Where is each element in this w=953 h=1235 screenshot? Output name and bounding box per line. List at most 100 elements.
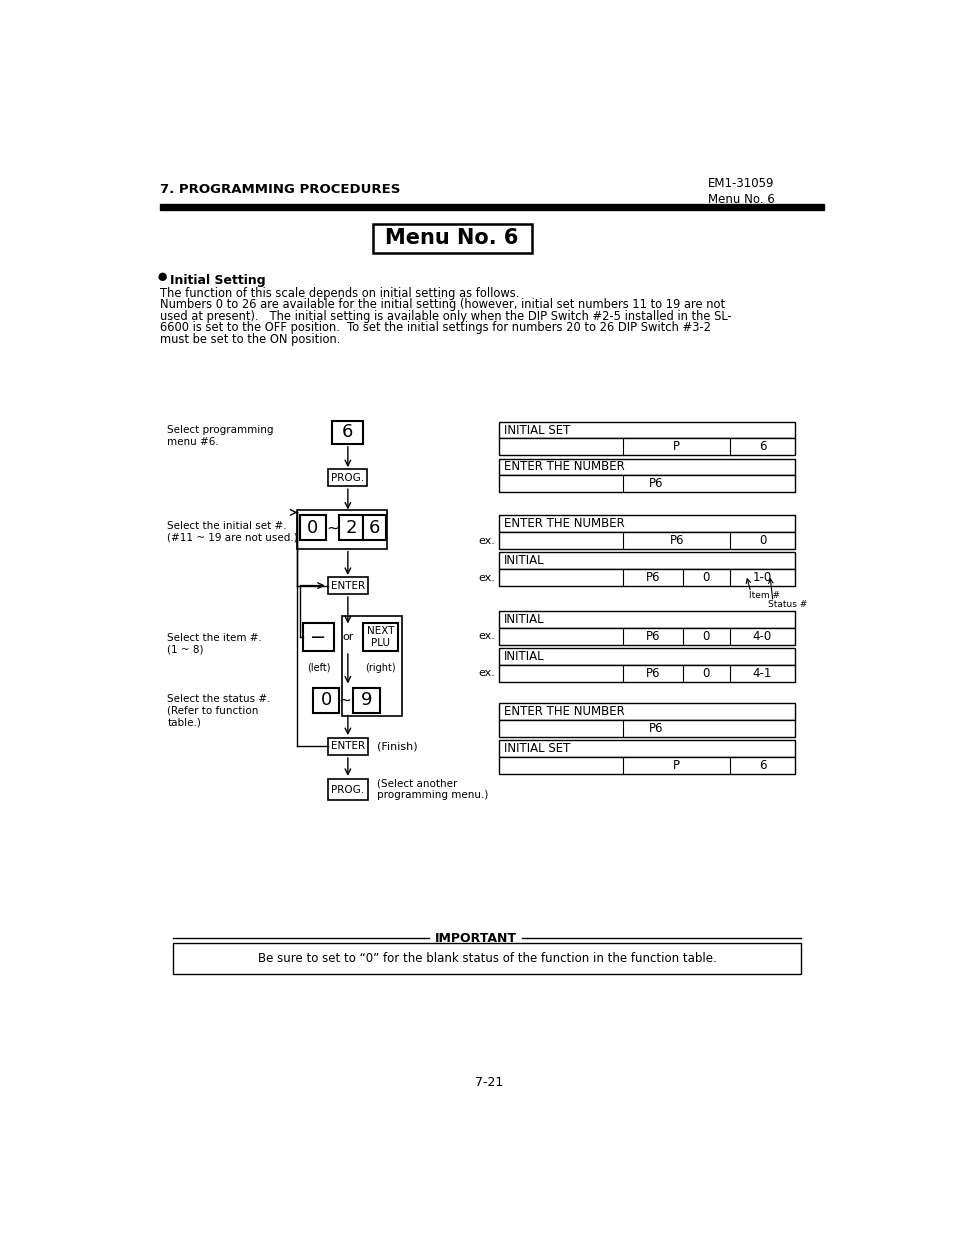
Bar <box>173 942 801 973</box>
Text: 7-21: 7-21 <box>475 1076 502 1089</box>
Bar <box>498 515 794 532</box>
Text: 0: 0 <box>307 519 318 537</box>
Text: used at present).   The initial setting is available only when the DIP Switch #2: used at present). The initial setting is… <box>159 310 730 322</box>
Text: −: − <box>310 627 326 647</box>
Text: Select programming
menu #6.: Select programming menu #6. <box>167 425 274 447</box>
Text: Be sure to set to “0” for the blank status of the function in the function table: Be sure to set to “0” for the blank stat… <box>257 952 716 965</box>
Text: 4-0: 4-0 <box>752 630 771 643</box>
Text: (Select another
programming menu.): (Select another programming menu.) <box>377 779 488 800</box>
Text: 6: 6 <box>758 441 765 453</box>
Text: Status #: Status # <box>767 600 807 609</box>
Text: Initial Setting: Initial Setting <box>171 274 266 287</box>
Bar <box>339 515 362 540</box>
Text: ~: ~ <box>338 693 351 708</box>
Bar <box>498 611 794 627</box>
Text: P6: P6 <box>648 478 662 490</box>
Bar <box>498 648 794 664</box>
Text: ex.: ex. <box>478 668 496 678</box>
Text: Item #: Item # <box>748 592 780 600</box>
Bar <box>498 438 794 456</box>
Text: PROG.: PROG. <box>331 473 364 483</box>
Text: IMPORTANT: IMPORTANT <box>435 931 517 945</box>
Text: P6: P6 <box>645 572 659 584</box>
Text: 6600 is set to the OFF position.  To set the initial settings for numbers 20 to : 6600 is set to the OFF position. To set … <box>159 321 710 335</box>
Text: 7. PROGRAMMING PROCEDURES: 7. PROGRAMMING PROCEDURES <box>159 183 399 196</box>
Text: P6: P6 <box>648 722 662 735</box>
Text: 0: 0 <box>701 667 709 679</box>
Text: ENTER: ENTER <box>331 580 365 590</box>
Bar <box>159 205 823 210</box>
Text: NEXT
PLU: NEXT PLU <box>366 626 394 648</box>
Text: (Finish): (Finish) <box>377 741 417 751</box>
Bar <box>498 704 794 720</box>
Text: Select the item #.
(1 ~ 8): Select the item #. (1 ~ 8) <box>167 634 262 655</box>
Text: 2: 2 <box>345 519 356 537</box>
Bar <box>373 224 531 253</box>
Text: Menu No. 6: Menu No. 6 <box>707 193 774 206</box>
Bar <box>498 569 794 587</box>
Text: The function of this scale depends on initial setting as follows.: The function of this scale depends on in… <box>159 287 518 300</box>
Bar <box>498 720 794 737</box>
Text: (left): (left) <box>306 662 330 673</box>
Bar <box>303 624 334 651</box>
Text: P6: P6 <box>645 630 659 643</box>
Text: P: P <box>673 441 679 453</box>
Bar <box>328 779 368 800</box>
Text: PROG.: PROG. <box>331 784 364 794</box>
Text: 6: 6 <box>342 424 354 441</box>
Text: ex.: ex. <box>478 631 496 641</box>
Text: 9: 9 <box>360 692 372 709</box>
Text: INITIAL SET: INITIAL SET <box>503 742 570 756</box>
Bar <box>498 627 794 645</box>
Bar <box>498 421 794 438</box>
Text: or: or <box>342 632 354 642</box>
Bar <box>498 552 794 569</box>
Text: 0: 0 <box>701 572 709 584</box>
Text: ENTER THE NUMBER: ENTER THE NUMBER <box>503 705 624 719</box>
Text: Menu No. 6: Menu No. 6 <box>385 228 518 248</box>
Text: 0: 0 <box>320 692 332 709</box>
Bar <box>498 757 794 774</box>
Text: INITIAL: INITIAL <box>503 650 544 663</box>
Text: (right): (right) <box>365 662 395 673</box>
Bar <box>498 532 794 550</box>
Bar <box>362 624 397 651</box>
Bar <box>297 510 386 548</box>
Text: ex.: ex. <box>478 573 496 583</box>
Text: INITIAL: INITIAL <box>503 555 544 567</box>
Text: ~: ~ <box>327 520 339 535</box>
Text: 6: 6 <box>758 760 765 772</box>
Bar <box>332 421 363 443</box>
Text: 0: 0 <box>758 535 765 547</box>
Text: P6: P6 <box>669 535 683 547</box>
Circle shape <box>159 273 166 280</box>
Text: P: P <box>673 760 679 772</box>
Text: Numbers 0 to 26 are available for the initial setting (however, initial set numb: Numbers 0 to 26 are available for the in… <box>159 299 724 311</box>
Text: Select the initial set #.
(#11 ~ 19 are not used.): Select the initial set #. (#11 ~ 19 are … <box>167 521 297 542</box>
Text: ex.: ex. <box>478 536 496 546</box>
Text: ENTER THE NUMBER: ENTER THE NUMBER <box>503 517 624 531</box>
Bar <box>362 515 385 540</box>
Bar <box>498 458 794 475</box>
Bar <box>328 739 368 755</box>
Text: 6: 6 <box>368 519 379 537</box>
Text: must be set to the ON position.: must be set to the ON position. <box>159 333 339 346</box>
Text: EM1-31059: EM1-31059 <box>707 178 774 190</box>
Bar <box>353 688 379 713</box>
Bar <box>498 740 794 757</box>
Text: P6: P6 <box>645 667 659 679</box>
Text: ENTER: ENTER <box>331 741 365 751</box>
Text: INITIAL SET: INITIAL SET <box>503 424 570 436</box>
Text: 4-1: 4-1 <box>752 667 771 679</box>
Text: ENTER THE NUMBER: ENTER THE NUMBER <box>503 461 624 473</box>
Text: Select the status #.
(Refer to function
table.): Select the status #. (Refer to function … <box>167 694 271 727</box>
Bar <box>313 688 339 713</box>
Bar <box>328 469 367 487</box>
Bar <box>299 515 326 540</box>
Bar <box>498 664 794 682</box>
Bar <box>342 616 402 716</box>
Text: INITIAL: INITIAL <box>503 613 544 626</box>
Text: 1-0: 1-0 <box>752 572 771 584</box>
Bar <box>328 577 368 594</box>
Bar <box>498 475 794 493</box>
